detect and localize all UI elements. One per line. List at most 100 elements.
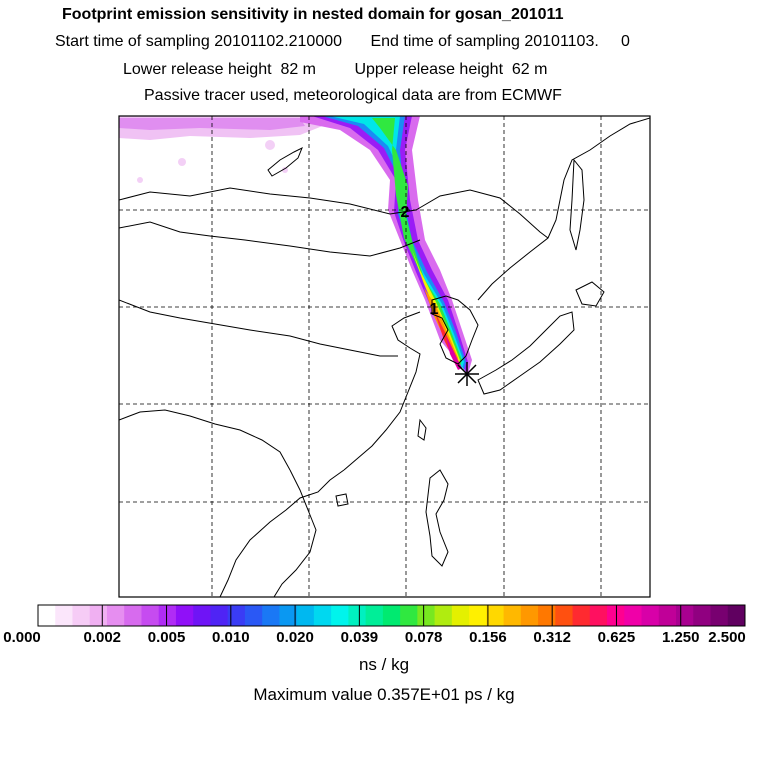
lower-value: 82 m — [280, 61, 317, 78]
lower-label: Lower release height — [123, 61, 272, 78]
colorbar-swatch — [38, 605, 56, 626]
colorbar-tick-label: 0.020 — [276, 629, 314, 646]
map-content: 2 1 — [119, 116, 650, 597]
colorbar-tick-label: 0.078 — [404, 629, 443, 646]
colorbar-swatch — [331, 605, 349, 626]
india-border — [119, 409, 291, 471]
colorbar-tick-label: 0.010 — [212, 629, 250, 646]
colorbar-swatch — [244, 605, 263, 626]
map-title: Footprint emission sensitivity in nested… — [62, 6, 564, 23]
end-label: End time of sampling — [370, 33, 520, 50]
hokkaido-outline — [575, 281, 605, 307]
colorbar-swatch — [693, 605, 712, 626]
colorbar-swatch — [158, 605, 177, 626]
start-label: Start time of sampling — [55, 33, 210, 50]
colorbar-tick-label: 0.156 — [469, 629, 507, 646]
plume-magenta — [446, 336, 462, 370]
colorbar-tick-label: 1.250 — [661, 629, 700, 646]
china-mongolia-border — [119, 221, 421, 257]
sampling-times: Start time of sampling 20101102.210000 E… — [55, 33, 768, 51]
colorbar-tick-label: 0.312 — [533, 629, 571, 646]
colorbar-swatch — [348, 605, 367, 626]
start-value: 20101102.210000 — [214, 33, 343, 50]
colorbar-tick-label: 0.039 — [340, 629, 379, 646]
colorbar-swatch — [124, 605, 142, 626]
colorbar-swatch — [607, 605, 625, 626]
vietnam-coast — [273, 469, 317, 597]
plume-haze-spot — [265, 140, 275, 150]
taiwan-outline — [417, 418, 427, 441]
colorbar-swatch — [676, 605, 694, 626]
sakhalin-outline — [569, 158, 585, 251]
plume-marker-2: 2 — [401, 204, 410, 221]
colorbar-swatch — [279, 605, 298, 626]
sensitivity-plume — [119, 116, 472, 374]
colorbar-swatch — [175, 605, 194, 626]
colorbar-swatch — [503, 605, 522, 626]
upper-value: 62 m — [511, 61, 548, 78]
colorbar-swatch — [710, 605, 729, 626]
colorbar-tick-label: 0.005 — [147, 629, 186, 646]
end-value: 20101103. 0 — [524, 33, 630, 50]
colorbar-unit: ns / kg — [358, 655, 410, 674]
colorbar-swatch — [106, 605, 125, 626]
japan-outline — [477, 311, 575, 395]
lake-baikal — [267, 146, 303, 177]
philippines-outline — [425, 469, 449, 567]
plume-marker-1: 1 — [430, 301, 439, 318]
colorbar-swatch — [727, 605, 746, 626]
colorbar-swatch — [469, 605, 487, 626]
colorbar — [37, 604, 746, 627]
china-coast — [343, 311, 421, 471]
hainan-outline — [335, 493, 349, 507]
colorbar-swatch — [589, 605, 608, 626]
mongolia-russia-border — [119, 187, 417, 215]
china-inner-border — [119, 299, 398, 357]
colorbar-frame — [37, 604, 746, 627]
colorbar-swatch — [400, 605, 418, 626]
plume-haze-spot — [137, 177, 143, 183]
tracer-note: Passive tracer used, meteorological data… — [144, 87, 562, 104]
colorbar-tick-label: 2.500 — [708, 629, 746, 646]
colorbar-swatch — [658, 605, 677, 626]
southeast-asia-coast — [219, 469, 345, 597]
colorbar-swatch — [624, 605, 643, 626]
release-heights: Lower release height 82 m Upper release … — [123, 61, 768, 79]
colorbar-swatch — [486, 605, 505, 626]
colorbar-swatch — [141, 605, 160, 626]
plume-haze-spot — [282, 167, 288, 173]
colorbar-swatch — [520, 605, 539, 626]
colorbar-swatch — [227, 605, 246, 626]
colorbar-swatch — [555, 605, 574, 626]
colorbar-swatch — [417, 605, 436, 626]
plume-outer — [300, 116, 472, 374]
china-russia-border — [415, 189, 549, 239]
colorbar-swatch — [89, 605, 108, 626]
coastlines-borders — [119, 117, 650, 597]
maximum-value: Maximum value 0.357E+01 ps / kg — [253, 685, 515, 704]
plume-haze-spot — [178, 158, 186, 166]
colorbar-swatch — [572, 605, 591, 626]
colorbar-swatch — [296, 605, 315, 626]
colorbar-swatch — [193, 605, 211, 626]
colorbar-swatch — [210, 605, 229, 626]
station-star-icon — [455, 362, 479, 386]
colorbar-tick-label: 0.625 — [597, 629, 636, 646]
plume-green — [372, 118, 462, 367]
colorbar-swatch — [451, 605, 470, 626]
map-frame — [118, 115, 651, 598]
russia-coast — [477, 117, 650, 301]
colorbar-swatch — [434, 605, 453, 626]
korean-peninsula-outline — [431, 295, 479, 365]
colorbar-tick-label: 0.002 — [83, 629, 122, 646]
colorbar-swatch — [538, 605, 556, 626]
colorbar-swatch — [641, 605, 660, 626]
colorbar-swatch — [313, 605, 332, 626]
colorbar-swatch — [55, 605, 73, 626]
colorbar-swatch — [365, 605, 384, 626]
colorbar-swatch — [262, 605, 280, 626]
colorbar-swatch — [72, 605, 91, 626]
upper-label: Upper release height — [354, 61, 504, 78]
colorbar-tick-label: 0.000 — [3, 629, 41, 646]
